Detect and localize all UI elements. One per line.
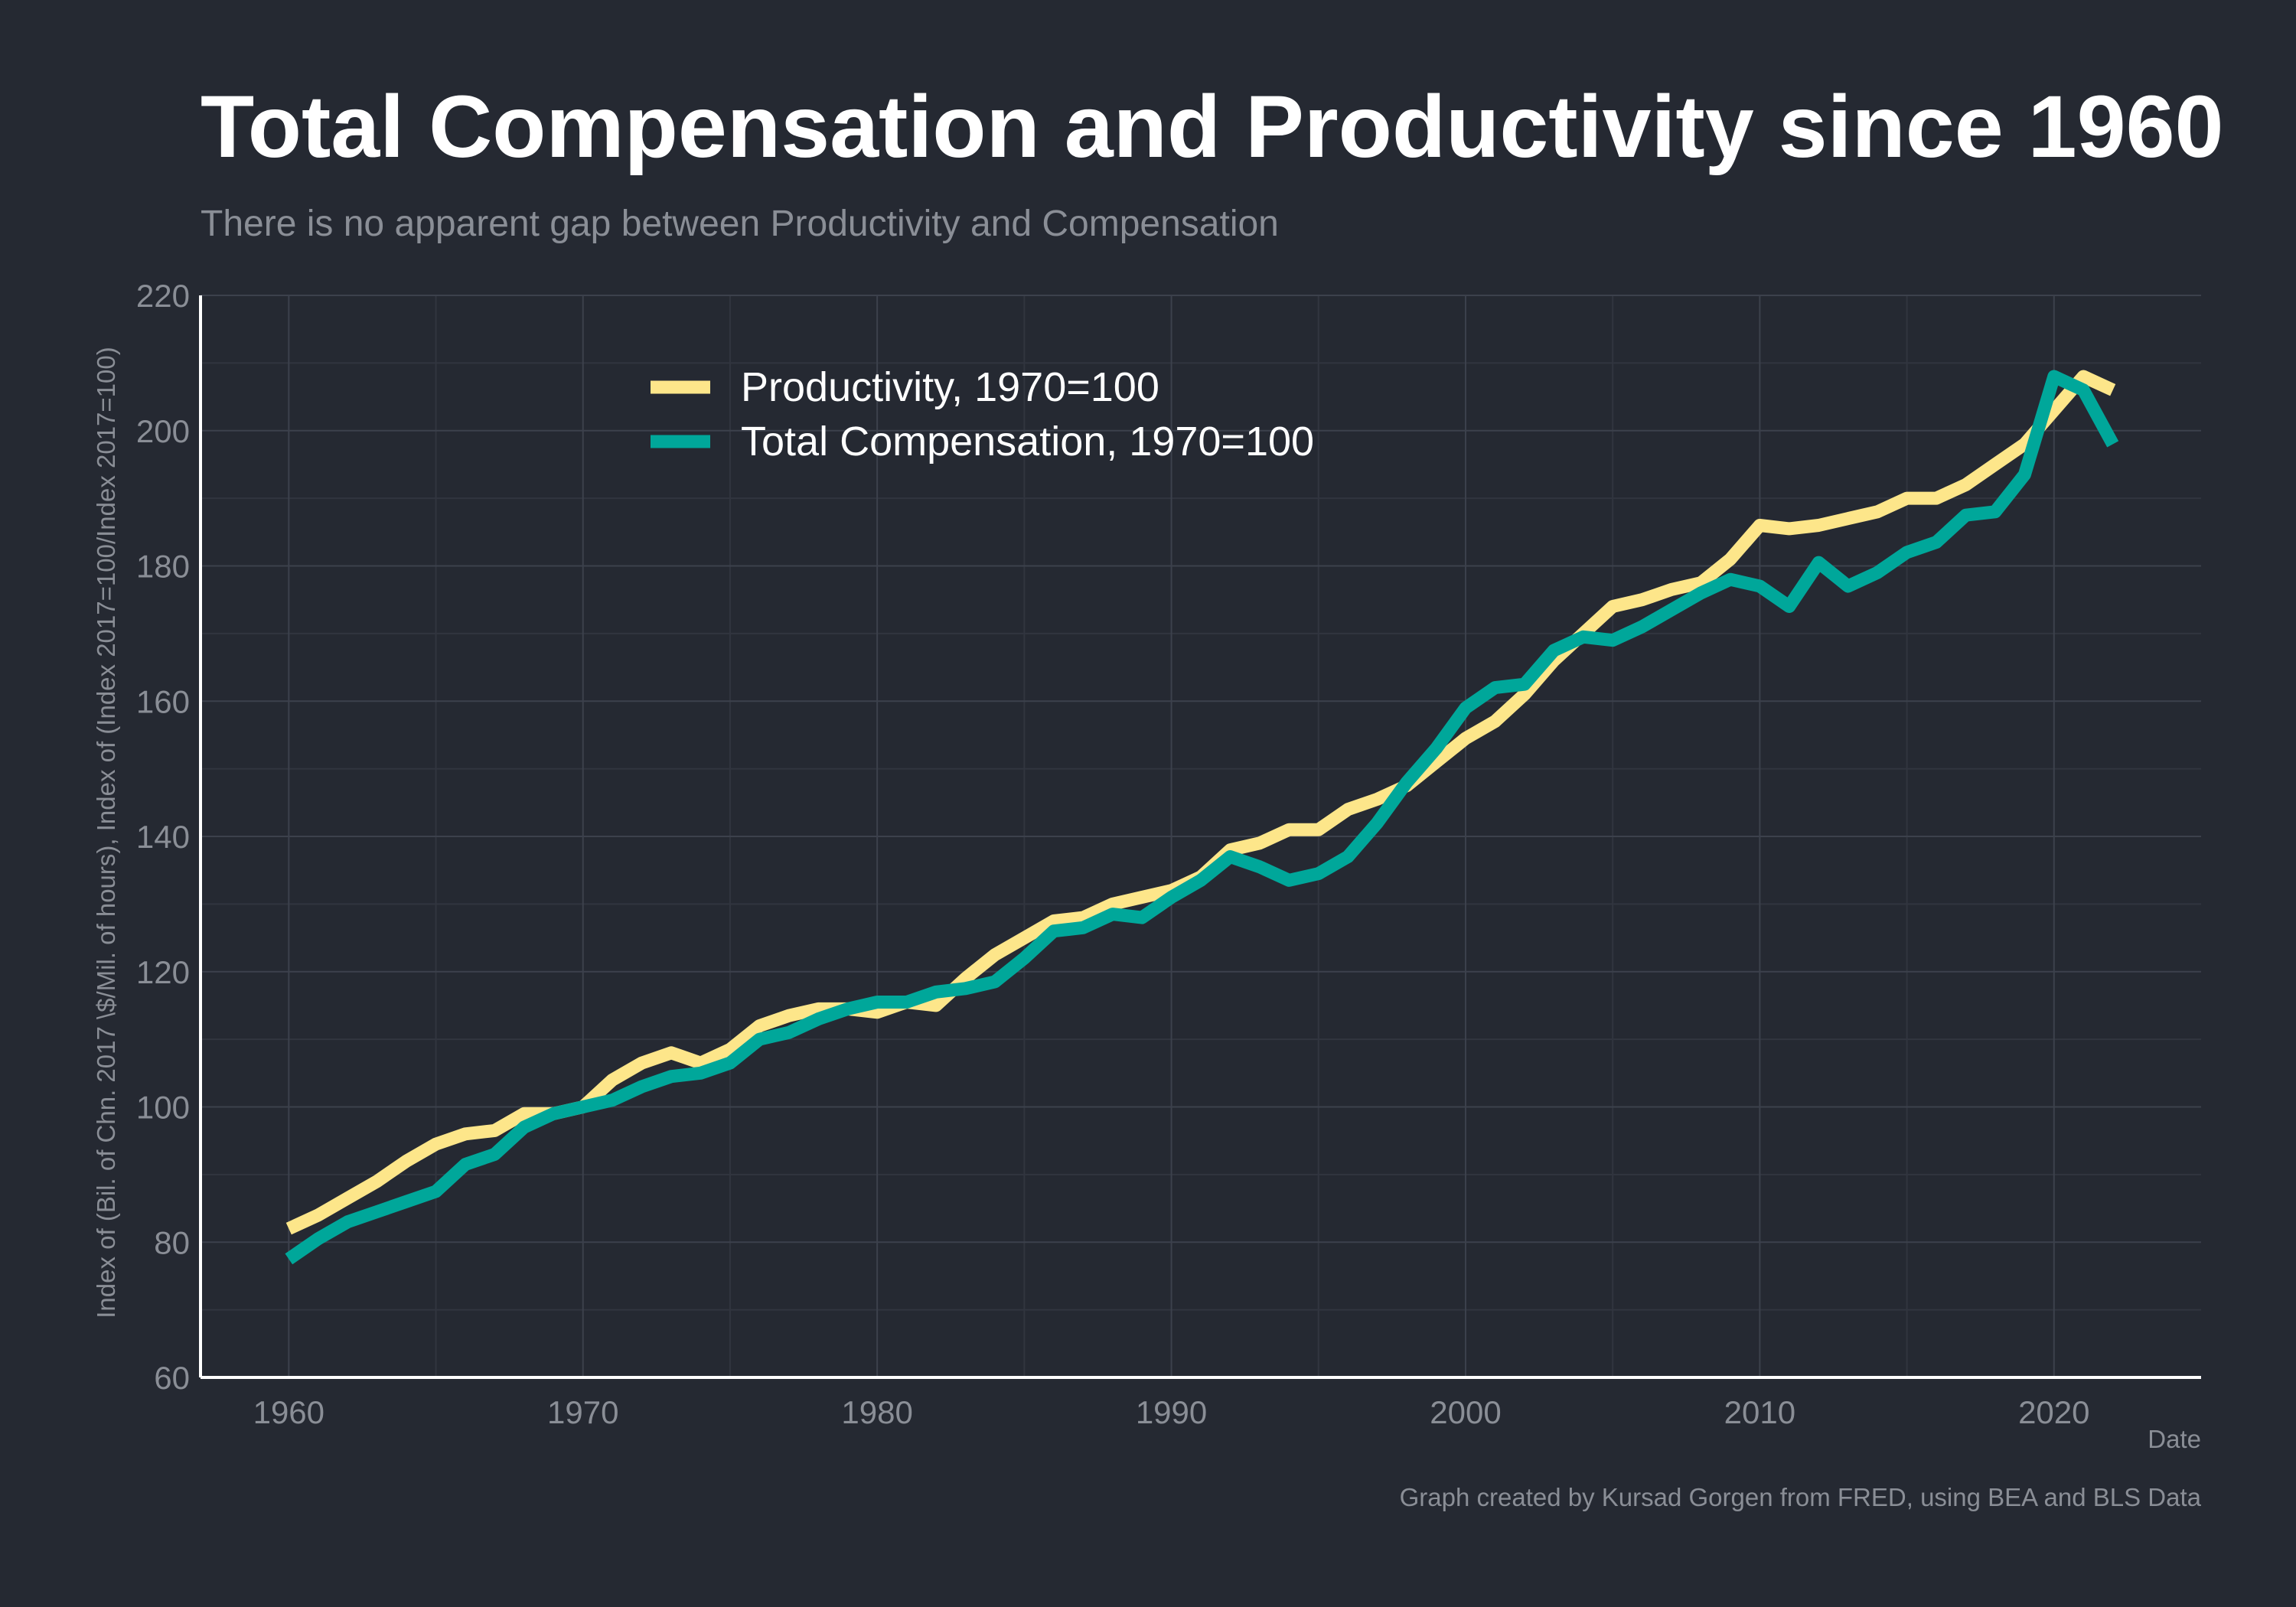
y-tick-label: 180: [136, 549, 190, 585]
chart-caption: Graph created by Kursad Gorgen from FRED…: [1400, 1483, 2202, 1511]
chart-title: Total Compensation and Productivity sinc…: [201, 78, 2223, 176]
y-tick-label: 80: [154, 1224, 190, 1260]
x-tick-label: 1980: [841, 1394, 912, 1430]
y-tick-label: 200: [136, 413, 190, 449]
y-tick-label: 120: [136, 954, 190, 990]
y-tick-label: 140: [136, 819, 190, 855]
plot-area: [285, 370, 2119, 1265]
y-tick-label: 160: [136, 683, 190, 719]
x-axis-title: Date: [2148, 1425, 2201, 1453]
x-tick-label: 2010: [1724, 1394, 1795, 1430]
y-axis-title: Index of (Bil. of Chn. 2017 \$/Mil. of h…: [92, 347, 120, 1319]
grid: [201, 295, 2201, 1377]
y-tick-label: 220: [136, 278, 190, 314]
legend: Productivity, 1970=100 Total Compensatio…: [651, 364, 1314, 464]
axes: 60 80 100 120 140 160 180 200 220 1960 1970 1980 199…: [136, 278, 2201, 1430]
x-tick-label: 2000: [1430, 1394, 1501, 1430]
y-tick-label: 60: [154, 1360, 190, 1396]
y-tick-label: 100: [136, 1090, 190, 1126]
x-tick-label: 1970: [547, 1394, 618, 1430]
chart-subtitle: There is no apparent gap between Product…: [201, 204, 1279, 244]
legend-label-productivity: Productivity, 1970=100: [741, 364, 1159, 410]
x-tick-label: 2020: [2018, 1394, 2089, 1430]
legend-label-total-compensation: Total Compensation, 1970=100: [741, 419, 1314, 464]
series-line-total-compensation: [285, 370, 2119, 1265]
x-tick-label: 1990: [1136, 1394, 1207, 1430]
x-tick-label: 1960: [253, 1394, 325, 1430]
